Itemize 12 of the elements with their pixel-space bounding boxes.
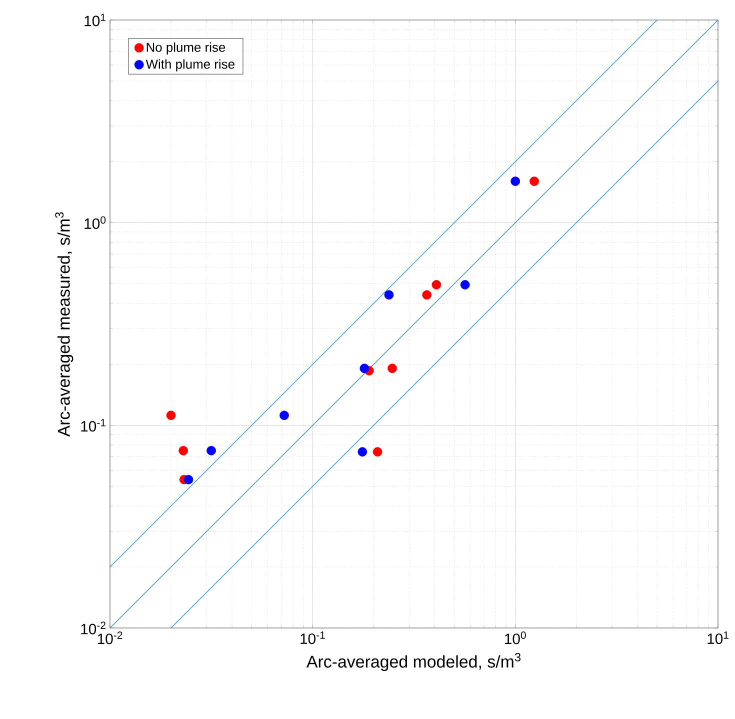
x-tick-label: 10$^{-1}$ — [300, 632, 325, 644]
y-tick-label: 10$^{1}$ — [84, 14, 106, 26]
y-tick-label: 10$^{0}$ — [84, 216, 106, 229]
y-tick-label: 10$^{-1}$ — [81, 419, 106, 432]
x-tick-label: 10$^{0}$ — [505, 632, 526, 644]
y-tick-label: 10$^{-2}$ — [81, 622, 106, 634]
x-axis-title: Arc-averaged modeled, s/m$^{3}$ — [306, 652, 521, 672]
y-axis-title: Arc-averaged measured, s/m$^{3}$ — [55, 212, 74, 437]
x-tick-label: 10$^{-2}$ — [98, 632, 122, 644]
legend-label: With plume rise — [146, 59, 234, 72]
x-tick-label: 10$^{1}$ — [708, 632, 728, 644]
legend-label: No plume rise — [146, 42, 226, 54]
